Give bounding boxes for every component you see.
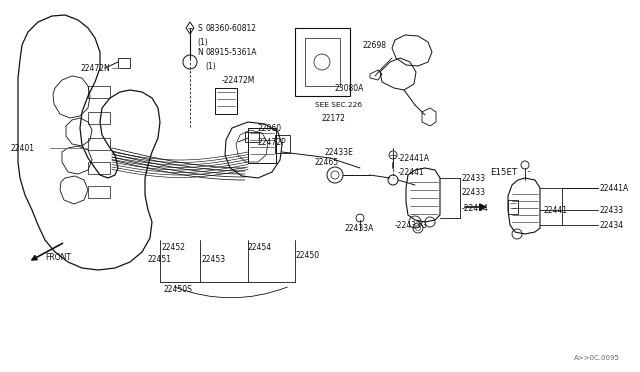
Text: SEE SEC.226: SEE SEC.226 bbox=[315, 102, 362, 108]
Bar bbox=[88, 112, 110, 124]
Text: 22472P: 22472P bbox=[258, 138, 287, 147]
Text: FRONT: FRONT bbox=[45, 253, 71, 263]
Text: 22698: 22698 bbox=[363, 41, 387, 49]
Text: 22433: 22433 bbox=[462, 173, 486, 183]
Text: 22472N: 22472N bbox=[80, 64, 109, 73]
Text: 22452: 22452 bbox=[162, 244, 186, 253]
Text: 22433: 22433 bbox=[462, 187, 486, 196]
Bar bbox=[508, 200, 518, 214]
Text: -22441A: -22441A bbox=[398, 154, 430, 163]
Text: 22453: 22453 bbox=[202, 256, 226, 264]
Text: (1): (1) bbox=[205, 61, 216, 71]
Text: 22441A: 22441A bbox=[600, 183, 629, 192]
Text: (1): (1) bbox=[197, 38, 208, 46]
Text: N: N bbox=[197, 48, 203, 57]
Text: 22401: 22401 bbox=[10, 144, 34, 153]
Text: 22450S: 22450S bbox=[164, 285, 193, 295]
Text: 22465: 22465 bbox=[315, 157, 339, 167]
Bar bbox=[88, 86, 110, 98]
Bar bbox=[305, 38, 340, 86]
Text: 23080A: 23080A bbox=[335, 83, 364, 93]
Text: -22434: -22434 bbox=[462, 203, 489, 212]
Bar bbox=[215, 88, 237, 114]
Text: 22172: 22172 bbox=[322, 113, 346, 122]
Bar bbox=[88, 138, 110, 150]
Text: -22472M: -22472M bbox=[222, 76, 255, 84]
Bar bbox=[275, 135, 290, 153]
Text: 22450: 22450 bbox=[296, 250, 320, 260]
Text: E15ET: E15ET bbox=[490, 167, 517, 176]
Bar bbox=[118, 58, 130, 68]
Bar bbox=[295, 28, 350, 96]
Text: -22441: -22441 bbox=[398, 167, 425, 176]
Text: 22434: 22434 bbox=[600, 221, 624, 230]
Text: -: - bbox=[528, 167, 531, 176]
Text: 08915-5361A: 08915-5361A bbox=[205, 48, 257, 57]
Text: -22433G: -22433G bbox=[395, 221, 428, 230]
Bar bbox=[248, 128, 276, 163]
Text: 22433E: 22433E bbox=[325, 148, 354, 157]
Bar bbox=[245, 132, 259, 142]
Text: 22433A: 22433A bbox=[345, 224, 374, 232]
Text: A>>0C.0095: A>>0C.0095 bbox=[574, 355, 620, 361]
Bar bbox=[88, 186, 110, 198]
Text: 22433: 22433 bbox=[600, 205, 624, 215]
Text: 22060: 22060 bbox=[258, 124, 282, 132]
Text: 22454: 22454 bbox=[248, 244, 272, 253]
Bar bbox=[88, 162, 110, 174]
Text: 22451: 22451 bbox=[148, 256, 172, 264]
Text: S: S bbox=[197, 23, 202, 32]
Text: 22441: 22441 bbox=[544, 205, 568, 215]
Text: 08360-60812: 08360-60812 bbox=[205, 23, 256, 32]
